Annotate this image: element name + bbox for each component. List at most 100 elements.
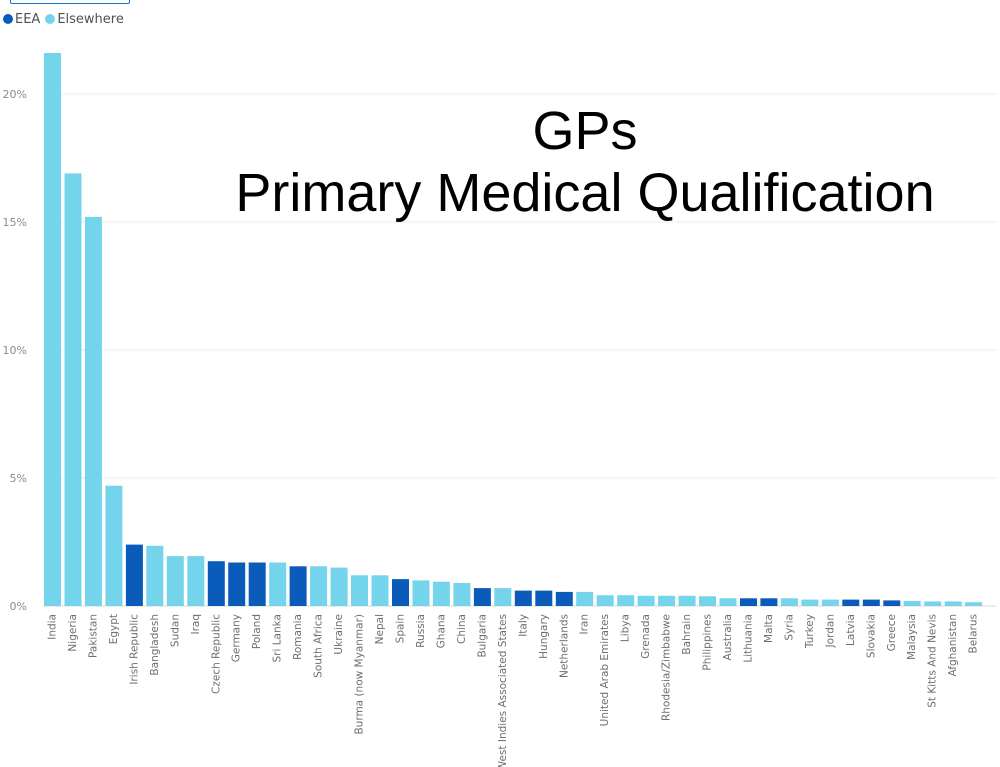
x-tick-label-nepal: Nepal — [374, 614, 386, 644]
chart-subtitle: Primary Medical Qualification — [235, 163, 935, 223]
x-tick-label-united-arab-emirates: United Arab Emirates — [599, 614, 611, 726]
bar-malaysia[interactable] — [903, 600, 921, 606]
legend-dot-elsewhere-icon — [45, 14, 56, 24]
x-tick-label-pakistan: Pakistan — [87, 614, 99, 658]
x-tick-label-jordan: Jordan — [824, 614, 836, 648]
bar-turkey[interactable] — [801, 599, 819, 606]
bar-iraq[interactable] — [187, 556, 205, 606]
bar-burma-now-myanmar-[interactable] — [351, 575, 368, 606]
bar-hungary[interactable] — [535, 590, 553, 606]
bar-jordan[interactable] — [821, 599, 839, 606]
y-tick-label-20: 20% — [3, 88, 27, 101]
bar-west-indies-associated-states[interactable] — [494, 588, 512, 606]
bar-india[interactable] — [44, 53, 61, 606]
bar-australia[interactable] — [719, 598, 737, 606]
bar-ghana[interactable] — [432, 581, 450, 606]
x-tick-label-romania: Romania — [292, 614, 304, 660]
x-tick-label-irish-republic: Irish Republic — [128, 614, 140, 685]
bar-sudan[interactable] — [166, 556, 184, 606]
bar-russia[interactable] — [412, 580, 430, 606]
x-tick-label-sri-lanka: Sri Lanka — [272, 614, 284, 663]
bar-philippines[interactable] — [699, 596, 716, 606]
bar-sri-lanka[interactable] — [269, 562, 287, 607]
x-tick-label-bahrain: Bahrain — [681, 614, 693, 655]
bar-united-arab-emirates[interactable] — [596, 595, 614, 606]
bar-bahrain[interactable] — [678, 595, 696, 606]
x-tick-label-egypt: Egypt — [108, 614, 120, 644]
bar-st-kitts-and-nevis[interactable] — [924, 601, 942, 606]
filter-box[interactable] — [10, 0, 130, 4]
x-tick-label-germany: Germany — [231, 614, 243, 662]
x-tick-label-turkey: Turkey — [804, 614, 816, 649]
bar-italy[interactable] — [514, 590, 532, 606]
chart-title: GPs — [532, 101, 638, 161]
bar-grenada[interactable] — [637, 595, 655, 606]
bar-spain[interactable] — [392, 579, 409, 606]
bar-nepal[interactable] — [371, 575, 389, 606]
x-tick-label-poland: Poland — [251, 614, 263, 649]
bar-rhodesia-zimbabwe[interactable] — [658, 595, 676, 606]
bar-irish-republic[interactable] — [125, 544, 143, 606]
bar-afghanistan[interactable] — [944, 601, 962, 606]
bar-slovakia[interactable] — [862, 599, 880, 606]
x-tick-label-ghana: Ghana — [435, 614, 447, 648]
x-tick-label-czech-republic: Czech Republic — [210, 614, 222, 694]
x-tick-label-bulgaria: Bulgaria — [476, 614, 488, 658]
bar-ukraine[interactable] — [330, 567, 348, 606]
x-tick-label-afghanistan: Afghanistan — [947, 614, 959, 677]
legend-label-eea: EEA — [15, 11, 41, 27]
bar-iran[interactable] — [576, 591, 594, 606]
y-tick-label-5: 5% — [10, 472, 27, 485]
bar-bulgaria[interactable] — [473, 588, 491, 606]
bar-libya[interactable] — [617, 595, 635, 606]
x-tick-label-south-africa: South Africa — [313, 614, 325, 678]
x-tick-label-west-indies-associated-states: West Indies Associated States — [497, 614, 509, 767]
bar-syria[interactable] — [780, 598, 798, 606]
x-tick-label-belarus: Belarus — [968, 614, 980, 653]
x-tick-label-lithuania: Lithuania — [742, 614, 754, 663]
bar-lithuania[interactable] — [740, 598, 757, 606]
bar-netherlands[interactable] — [555, 591, 573, 606]
x-tick-label-latvia: Latvia — [845, 614, 857, 646]
x-tick-label-ukraine: Ukraine — [333, 614, 345, 655]
x-tick-label-russia: Russia — [415, 614, 427, 648]
x-tick-label-italy: Italy — [517, 614, 529, 637]
x-tick-label-sudan: Sudan — [169, 614, 181, 647]
y-tick-label-10: 10% — [3, 344, 27, 357]
bar-romania[interactable] — [289, 566, 307, 606]
legend-dot-eea-icon — [3, 14, 13, 24]
legend-item-eea[interactable]: EEA — [3, 12, 40, 27]
bar-germany[interactable] — [228, 562, 246, 607]
legend-item-elsewhere[interactable]: Elsewhere — [45, 12, 124, 27]
bar-nigeria[interactable] — [64, 173, 82, 606]
bar-latvia[interactable] — [842, 599, 860, 606]
x-tick-label-iran: Iran — [579, 614, 591, 635]
y-tick-label-15: 15% — [3, 216, 27, 229]
bar-malta[interactable] — [760, 598, 778, 606]
x-tick-label-spain: Spain — [394, 614, 406, 643]
bar-czech-republic[interactable] — [207, 561, 225, 606]
bar-egypt[interactable] — [105, 485, 123, 606]
y-tick-label-0: 0% — [10, 600, 27, 613]
x-tick-label-china: China — [456, 614, 468, 644]
x-tick-label-netherlands: Netherlands — [558, 614, 570, 678]
x-tick-label-malaysia: Malaysia — [906, 614, 918, 660]
bar-china[interactable] — [453, 583, 471, 606]
legend-label-elsewhere: Elsewhere — [57, 11, 124, 27]
x-tick-label-syria: Syria — [783, 614, 795, 641]
x-tick-label-malta: Malta — [763, 614, 775, 643]
bar-bangladesh[interactable] — [146, 545, 164, 606]
legend: EEA Elsewhere — [3, 9, 129, 29]
x-tick-label-greece: Greece — [886, 614, 898, 651]
bar-belarus[interactable] — [965, 602, 983, 606]
x-tick-label-bangladesh: Bangladesh — [149, 614, 161, 676]
bar-south-africa[interactable] — [310, 566, 328, 606]
bar-poland[interactable] — [248, 562, 266, 607]
x-tick-label-nigeria: Nigeria — [67, 614, 79, 652]
x-tick-label-philippines: Philippines — [702, 614, 714, 671]
x-tick-label-libya: Libya — [620, 614, 632, 642]
x-tick-label-burma-now-myanmar-: Burma (now Myanmar) — [354, 614, 366, 735]
bar-greece[interactable] — [883, 600, 901, 606]
bar-pakistan[interactable] — [84, 216, 102, 606]
